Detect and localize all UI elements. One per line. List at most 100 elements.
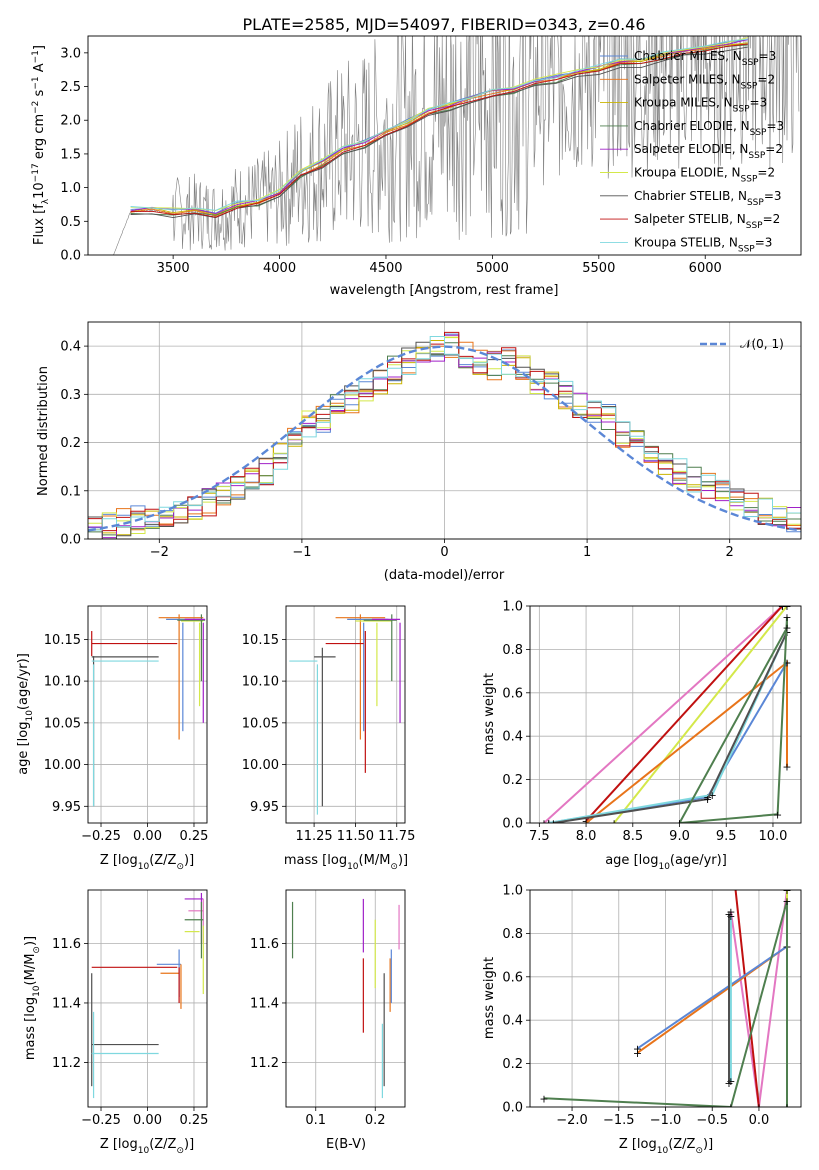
y-tick-label: 0.0 — [60, 533, 81, 548]
label-part: )] — [184, 1137, 194, 1152]
y-tick-label: 1.0 — [502, 600, 523, 615]
y-tick-label: 9.95 — [52, 800, 81, 815]
x-tick-label: −1 — [292, 545, 311, 560]
label-part: SSP — [741, 81, 758, 91]
y-tick-label: 1.0 — [60, 181, 81, 196]
label-part: −17 — [31, 163, 41, 182]
label-part: =3 — [759, 49, 777, 63]
x-tick-label: 9.5 — [716, 829, 737, 844]
label-part: Kroupa MILES, N — [634, 96, 733, 110]
weight-marker: + — [726, 906, 735, 919]
x-tick-label: 1 — [583, 545, 591, 560]
plot-area: +++++ ++++++++++++++ — [539, 890, 792, 1114]
label-part: SSP — [750, 128, 767, 138]
label-part: =2 — [763, 212, 781, 226]
y-tick-label: 11.4 — [52, 996, 81, 1011]
label-part: (Z/Z — [149, 1137, 176, 1152]
weight-marker: + — [724, 908, 733, 921]
label-part: (age/yr)] — [16, 653, 31, 710]
model-kroupa-stelib — [130, 38, 748, 211]
label-part: 10 — [658, 862, 670, 872]
legend-entry: Kroupa MILES, NSSP=3 — [634, 96, 767, 115]
x-tick-label: −0.5 — [696, 1113, 728, 1128]
legend-entry: Kroupa STELIB, NSSP=3 — [634, 235, 772, 254]
x-tick-label: 0.1 — [305, 1113, 326, 1128]
label-part: 10 — [25, 710, 35, 722]
label-part: =2 — [757, 72, 775, 86]
label-part: −2 — [31, 101, 41, 114]
x-tick-label: 4000 — [263, 261, 296, 276]
y-tick-label: 0.2 — [502, 1057, 523, 1072]
y-axis-label: mass weight — [482, 673, 497, 755]
label-part: SSP — [738, 244, 755, 254]
weight-marker: + — [549, 817, 558, 830]
y-tick-label: 1.0 — [502, 884, 523, 899]
label-part: SSP — [746, 221, 763, 231]
x-tick-label: 0.00 — [133, 1113, 162, 1128]
x-tick-label: −2.0 — [556, 1113, 588, 1128]
label-part: SSP — [742, 58, 759, 68]
weight-line — [613, 606, 788, 823]
legend-entry: 𝒩(0, 1) — [740, 337, 784, 351]
label-part: A — [32, 63, 47, 76]
label-part: =3 — [766, 119, 784, 133]
label-part: Salpeter ELODIE, N — [634, 142, 748, 156]
weight-marker: + — [782, 622, 791, 635]
x-tick-label: 0.0 — [749, 1113, 770, 1128]
label-part: SSP — [733, 105, 750, 115]
weight-marker: + — [539, 1092, 548, 1105]
label-part: age [log — [605, 853, 658, 868]
weight-line — [543, 900, 788, 1107]
axes-frame — [87, 605, 208, 824]
y-tick-label: 0.1 — [60, 484, 81, 499]
label-part: 10 — [657, 1146, 669, 1156]
y-tick-label: 0.2 — [502, 773, 523, 788]
y-axis-label: mass [log10(M/M⊙)] — [23, 936, 42, 1060]
weight-line — [678, 616, 788, 823]
x-tick-label: 0.25 — [180, 1113, 209, 1128]
x-axis-label: Z [log10(Z/Z⊙)] — [100, 853, 194, 872]
weight-marker: + — [675, 817, 684, 830]
y-tick-label: 10.00 — [44, 758, 81, 773]
y-tick-label: 10.05 — [242, 716, 279, 731]
weight-line — [729, 890, 788, 1107]
observed-spectrum — [113, 36, 800, 255]
weight-marker: + — [782, 895, 791, 908]
weight-marker: + — [544, 817, 553, 830]
weight-marker: + — [782, 611, 791, 624]
label-part: 10 — [138, 862, 150, 872]
weight-marker: + — [778, 600, 787, 613]
label-part: 10 — [32, 182, 47, 199]
axes-frame — [529, 605, 802, 824]
legend-entry: Salpeter STELIB, NSSP=2 — [634, 212, 780, 231]
normal-curve — [88, 345, 801, 532]
label-part: Chabrier MILES, N — [634, 49, 742, 63]
axes-frame — [285, 889, 406, 1108]
x-axis-label: mass [log10(M/M⊙)] — [284, 853, 408, 872]
y-tick-label: 0.6 — [502, 686, 523, 701]
y-tick-label: 0.0 — [502, 817, 523, 832]
weight-marker: + — [778, 600, 787, 613]
y-tick-label: 11.2 — [250, 1056, 279, 1071]
weight-marker: + — [782, 1101, 791, 1114]
model-salpeter-stelib — [130, 43, 748, 218]
x-tick-label: 5000 — [476, 261, 509, 276]
label-part: s — [32, 89, 47, 100]
label-part: (M/M — [23, 954, 38, 986]
plot-area — [289, 614, 401, 815]
weight-marker: + — [724, 1077, 733, 1090]
figure-title: PLATE=2585, MJD=54097, FIBERID=0343, z=0… — [242, 15, 645, 34]
x-axis-label: Z [log10(Z/Z⊙)] — [619, 1137, 713, 1156]
label-part: 10 — [138, 1146, 150, 1156]
x-tick-label: −1.0 — [650, 1113, 682, 1128]
label-part: ⊙ — [176, 862, 184, 872]
y-tick-label: 0.0 — [502, 1101, 523, 1116]
y-axis-label: age [log10(age/yr)] — [16, 653, 35, 775]
plot-area — [113, 36, 800, 255]
y-axis-label: Normed distribution — [36, 366, 51, 496]
axes-frame — [529, 889, 802, 1108]
weight-marker: + — [708, 789, 717, 802]
y-tick-label: 2.5 — [60, 80, 81, 95]
label-part: Salpeter STELIB, N — [634, 212, 746, 226]
y-tick-label: 11.2 — [52, 1056, 81, 1071]
